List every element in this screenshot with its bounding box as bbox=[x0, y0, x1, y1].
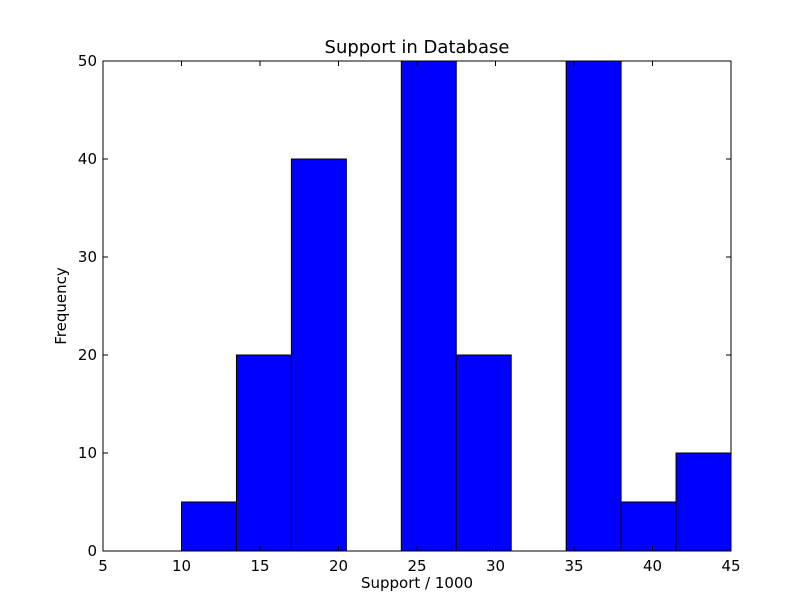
histogram-bar-8 bbox=[620, 501, 677, 552]
y-tick-label-1: 10 bbox=[78, 444, 97, 462]
bars-group bbox=[181, 60, 732, 552]
x-tick-label-6: 35 bbox=[564, 557, 583, 575]
x-tick-label-4: 25 bbox=[407, 557, 426, 575]
histogram-bar-5 bbox=[455, 354, 512, 552]
y-tick-label-3: 30 bbox=[78, 248, 97, 266]
histogram-bar-9 bbox=[675, 452, 732, 552]
x-tick-label-8: 45 bbox=[721, 557, 740, 575]
x-tick-label-2: 15 bbox=[250, 557, 269, 575]
x-tick-label-3: 20 bbox=[329, 557, 348, 575]
histogram-bar-7 bbox=[565, 60, 622, 552]
histogram-bar-1 bbox=[235, 354, 292, 552]
x-axis-label: Support / 1000 bbox=[361, 574, 473, 592]
y-axis-label: Frequency bbox=[52, 267, 70, 345]
x-tick-label-5: 30 bbox=[486, 557, 505, 575]
x-tick-label-7: 40 bbox=[643, 557, 662, 575]
x-tick-label-1: 10 bbox=[172, 557, 191, 575]
y-tick-label-5: 50 bbox=[78, 52, 97, 70]
x-tick-label-0: 5 bbox=[98, 557, 108, 575]
histogram-bar-2 bbox=[290, 158, 347, 552]
y-tick-label-2: 20 bbox=[78, 346, 97, 364]
y-tick-label-0: 0 bbox=[87, 542, 97, 560]
y-tick-label-4: 40 bbox=[78, 150, 97, 168]
histogram-bar-0 bbox=[181, 501, 237, 552]
histogram-bar-4 bbox=[400, 60, 457, 552]
chart-title: Support in Database bbox=[325, 37, 510, 58]
ticks-group: 5 10 15 20 25 30 35 40 45 0 10 20 30 40 50 bbox=[78, 52, 741, 575]
